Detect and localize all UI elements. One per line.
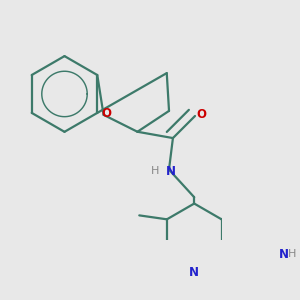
Text: N: N	[189, 266, 199, 280]
Text: N: N	[279, 248, 289, 260]
Text: N: N	[166, 165, 176, 178]
Text: O: O	[196, 108, 206, 121]
Text: O: O	[101, 107, 111, 120]
Text: H: H	[288, 249, 296, 259]
Text: H: H	[151, 166, 159, 176]
